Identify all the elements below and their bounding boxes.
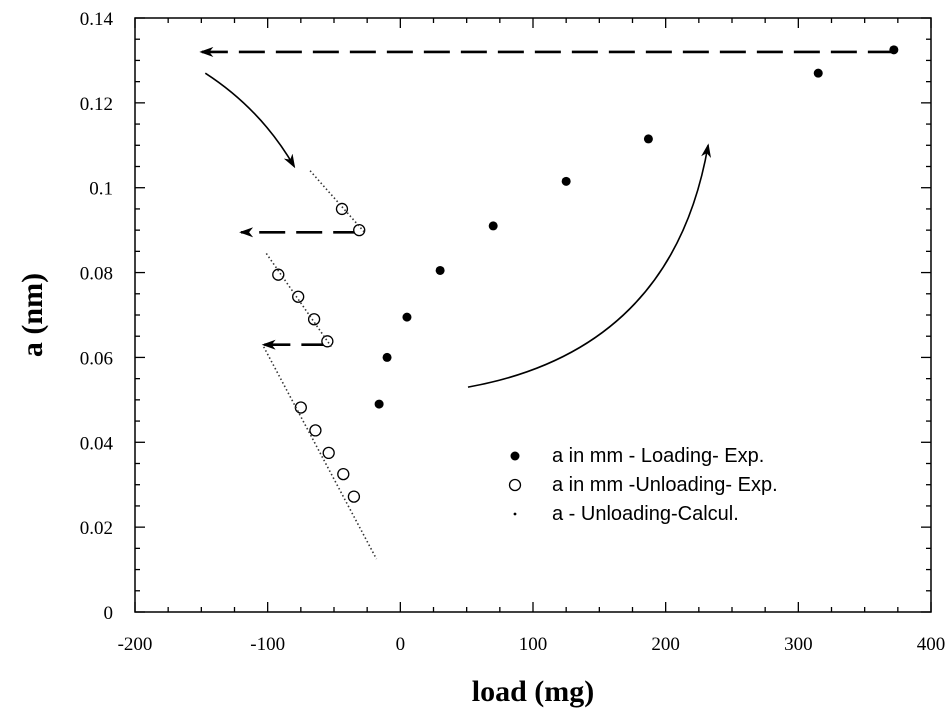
x-tick-label: 400 [917, 634, 946, 655]
x-tick-label: 0 [396, 634, 406, 655]
loading-point [374, 399, 384, 409]
legend-marker-unloading [508, 478, 522, 492]
unloading-point [321, 335, 334, 348]
x-tick-label: -100 [250, 634, 285, 655]
unloading-point [353, 223, 366, 237]
x-tick-label: 100 [519, 634, 548, 655]
curved-arrow [204, 72, 296, 169]
y-tick-label: 0.1 [89, 179, 113, 200]
x-axis-title: load (mg) [472, 675, 595, 708]
loading-point [813, 68, 823, 78]
y-tick-label: 0 [104, 603, 114, 624]
loading-point [402, 312, 412, 322]
y-tick-label: 0.08 [80, 264, 113, 285]
plot-frame [134, 17, 932, 613]
unloading-point [292, 290, 305, 303]
data-marks [262, 45, 899, 560]
y-axis-title: a (nm) [16, 273, 49, 357]
unloading-point [272, 268, 285, 281]
legend-label: a in mm - Loading- Exp. [552, 445, 764, 467]
unloading-point [347, 490, 361, 503]
x-tick-label: -200 [118, 634, 153, 655]
calc-curve [309, 170, 366, 233]
calc-curve [262, 346, 378, 560]
legend-marker-loading [510, 451, 520, 461]
curved-arrow [467, 143, 711, 388]
loading-point [382, 352, 392, 362]
loading-point [889, 45, 899, 55]
y-tick-label: 0.02 [80, 518, 113, 539]
y-tick-label: 0.12 [80, 94, 113, 115]
unloading-point [335, 202, 349, 216]
loading-point [561, 176, 571, 186]
x-tick-label: 300 [784, 634, 813, 655]
y-tick-label: 0.14 [80, 9, 114, 30]
y-tick-label: 0.06 [80, 348, 113, 369]
legend: a in mm - Loading- Exp. a in mm -Unloadin… [508, 445, 778, 525]
annotations [199, 46, 894, 388]
legend-label: a in mm -Unloading- Exp. [552, 474, 778, 496]
y-tick-label: 0.04 [80, 433, 114, 454]
loading-point [488, 221, 498, 231]
unloading-point [322, 446, 335, 460]
loading-point [435, 265, 445, 275]
unloading-point [294, 401, 307, 414]
unloading-point [309, 424, 322, 437]
x-tick-label: 200 [651, 634, 680, 655]
tick-labels: -200 -100 0 100 200 300 400 0 0.02 0.04 0.06 0.08 0.… [80, 9, 946, 655]
loading-point [643, 134, 653, 144]
unloading-point [337, 467, 350, 481]
legend-marker-calcul [513, 512, 517, 516]
axis-ticks [134, 17, 932, 613]
legend-label: a - Unloading-Calcul. [552, 503, 739, 525]
calc-curve [265, 253, 333, 348]
unloading-point [307, 313, 321, 326]
